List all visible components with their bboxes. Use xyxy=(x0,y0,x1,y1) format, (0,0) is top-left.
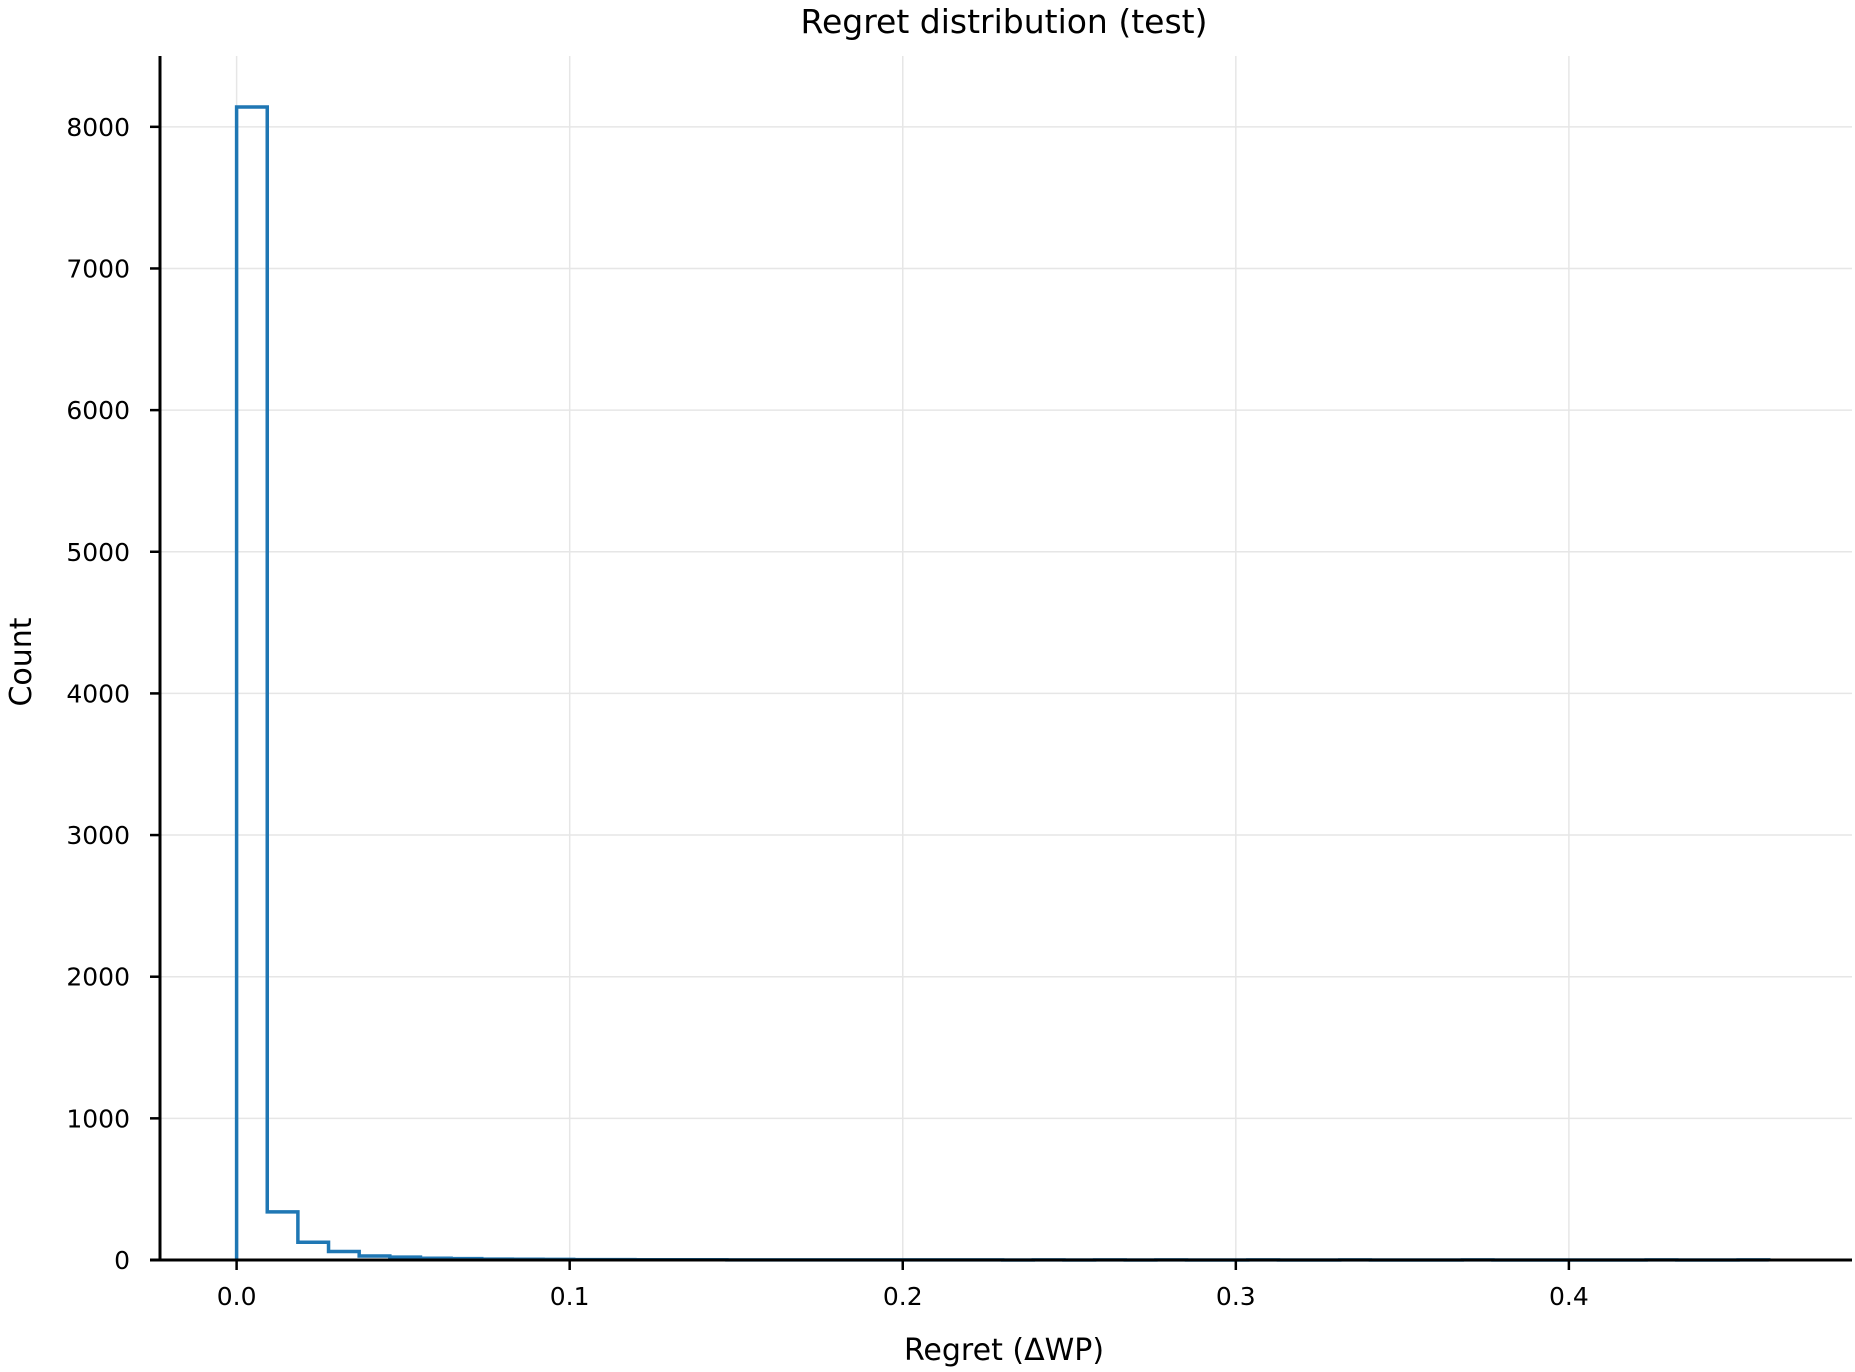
grid-layer xyxy=(160,56,1852,1261)
chart-title: Regret distribution (test) xyxy=(801,2,1208,41)
y-tick-label: 6000 xyxy=(66,396,130,425)
x-axis-label: Regret (ΔWP) xyxy=(904,1333,1104,1368)
y-tick-label: 2000 xyxy=(66,963,130,992)
y-tick-label: 4000 xyxy=(66,679,130,708)
y-tick-label: 7000 xyxy=(66,254,130,283)
tick-layer: 0.0 0.1 0.2 0.3 0.4 0 1000 2000 3000 4000 5000 6000… xyxy=(66,113,1588,1311)
x-tick-label: 0.3 xyxy=(1216,1282,1256,1311)
y-tick-label: 0 xyxy=(114,1246,130,1275)
x-tick-label: 0.4 xyxy=(1549,1282,1589,1311)
histogram-step-outline xyxy=(234,105,1771,1262)
x-tick-label: 0.2 xyxy=(883,1282,923,1311)
histogram-bin xyxy=(237,107,268,1260)
histogram-bin xyxy=(267,1212,298,1260)
histogram-bin xyxy=(298,1242,329,1260)
histogram-series xyxy=(234,105,1771,1262)
y-tick-label: 8000 xyxy=(66,113,130,142)
x-tick-label: 0.1 xyxy=(550,1282,590,1311)
x-tick-label: 0.0 xyxy=(217,1282,257,1311)
y-tick-label: 5000 xyxy=(66,538,130,567)
y-tick-label: 3000 xyxy=(66,821,130,850)
y-axis-label: Count xyxy=(4,617,39,706)
y-tick-label: 1000 xyxy=(66,1104,130,1133)
